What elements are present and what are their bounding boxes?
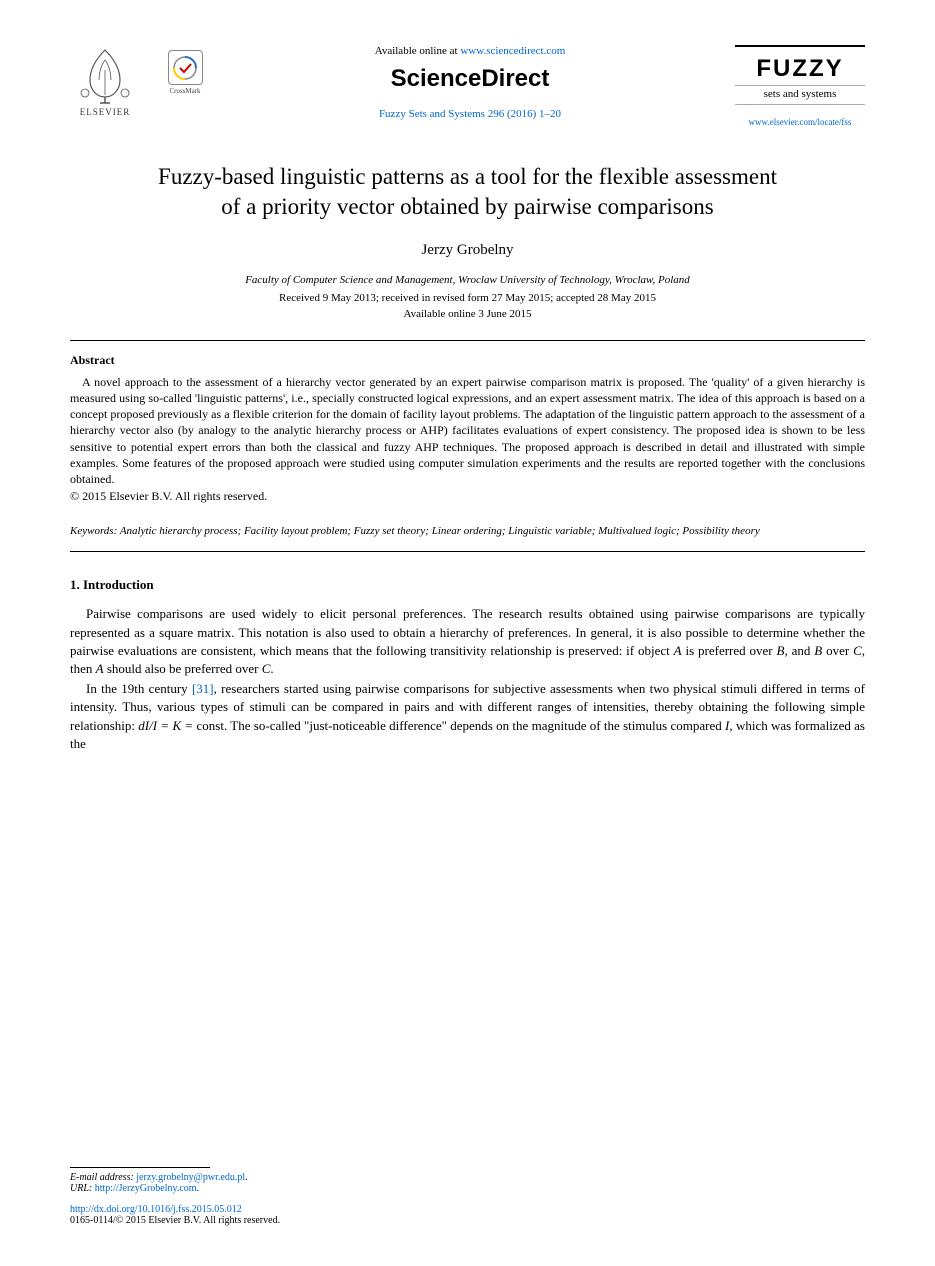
journal-logo-box: FUZZY sets and systems xyxy=(735,45,865,105)
doi-link[interactable]: http://dx.doi.org/10.1016/j.fss.2015.05.… xyxy=(70,1204,865,1215)
keywords-label: Keywords: xyxy=(70,525,117,537)
crossmark-badge[interactable]: CrossMark xyxy=(165,50,205,95)
author-affiliation: Faculty of Computer Science and Manageme… xyxy=(70,274,865,286)
url-label: URL: xyxy=(70,1183,95,1194)
available-online-text: Available online at www.sciencedirect.co… xyxy=(215,45,725,57)
crossmark-label: CrossMark xyxy=(169,87,200,95)
article-dates: Received 9 May 2013; received in revised… xyxy=(70,292,865,304)
citation-ref-31[interactable]: [31] xyxy=(192,681,214,696)
article-title: Fuzzy-based linguistic patterns as a too… xyxy=(70,162,865,222)
header-center: Available online at www.sciencedirect.co… xyxy=(205,45,735,120)
rule-above-abstract xyxy=(70,340,865,341)
email-label: E-mail address: xyxy=(70,1172,136,1183)
journal-logo-title: FUZZY xyxy=(735,55,865,83)
rule-below-abstract xyxy=(70,551,865,552)
intro-para-2: In the 19th century [31], researchers st… xyxy=(70,680,865,753)
title-line-1: Fuzzy-based linguistic patterns as a too… xyxy=(158,164,777,189)
keywords-line: Keywords: Analytic hierarchy process; Fa… xyxy=(70,524,865,539)
footer-url-line: URL: http://JerzyGrobelny.com. xyxy=(70,1183,865,1194)
sciencedirect-logo: ScienceDirect xyxy=(215,65,725,93)
footer-rule xyxy=(70,1167,210,1168)
keywords-body: Analytic hierarchy process; Facility lay… xyxy=(117,525,759,537)
header-right: FUZZY sets and systems www.elsevier.com/… xyxy=(735,45,865,127)
page-header: ELSEVIER CrossMark Available online at w… xyxy=(70,45,865,127)
author-url-link[interactable]: http://JerzyGrobelny.com xyxy=(95,1183,197,1194)
footer-email-line: E-mail address: jerzy.grobelny@pwr.edu.p… xyxy=(70,1172,865,1183)
citation-text[interactable]: Fuzzy Sets and Systems 296 (2016) 1–20 xyxy=(215,108,725,120)
elsevier-tree-icon xyxy=(75,45,135,105)
available-online-date: Available online 3 June 2015 xyxy=(70,308,865,320)
available-prefix: Available online at xyxy=(375,45,461,57)
journal-logo-sub: sets and systems xyxy=(735,88,865,100)
journal-homepage-link[interactable]: www.elsevier.com/locate/fss xyxy=(735,117,865,127)
title-line-2: of a priority vector obtained by pairwis… xyxy=(221,194,713,219)
abstract-copyright: © 2015 Elsevier B.V. All rights reserved… xyxy=(70,489,865,504)
intro-para-1: Pairwise comparisons are used widely to … xyxy=(70,605,865,678)
page-footer: E-mail address: jerzy.grobelny@pwr.edu.p… xyxy=(70,1167,865,1226)
abstract-body: A novel approach to the assessment of a … xyxy=(70,374,865,487)
elsevier-label: ELSEVIER xyxy=(80,107,131,117)
footer-rights: 0165-0114/© 2015 Elsevier B.V. All right… xyxy=(70,1215,865,1226)
author-email-link[interactable]: jerzy.grobelny@pwr.edu.pl xyxy=(136,1172,245,1183)
abstract-heading: Abstract xyxy=(70,353,865,368)
author-name: Jerzy Grobelny xyxy=(70,242,865,259)
crossmark-icon xyxy=(168,50,203,85)
sciencedirect-link[interactable]: www.sciencedirect.com xyxy=(460,45,565,57)
header-left: ELSEVIER CrossMark xyxy=(70,45,205,125)
elsevier-logo: ELSEVIER xyxy=(70,45,140,125)
section-1-heading: 1. Introduction xyxy=(70,577,865,593)
